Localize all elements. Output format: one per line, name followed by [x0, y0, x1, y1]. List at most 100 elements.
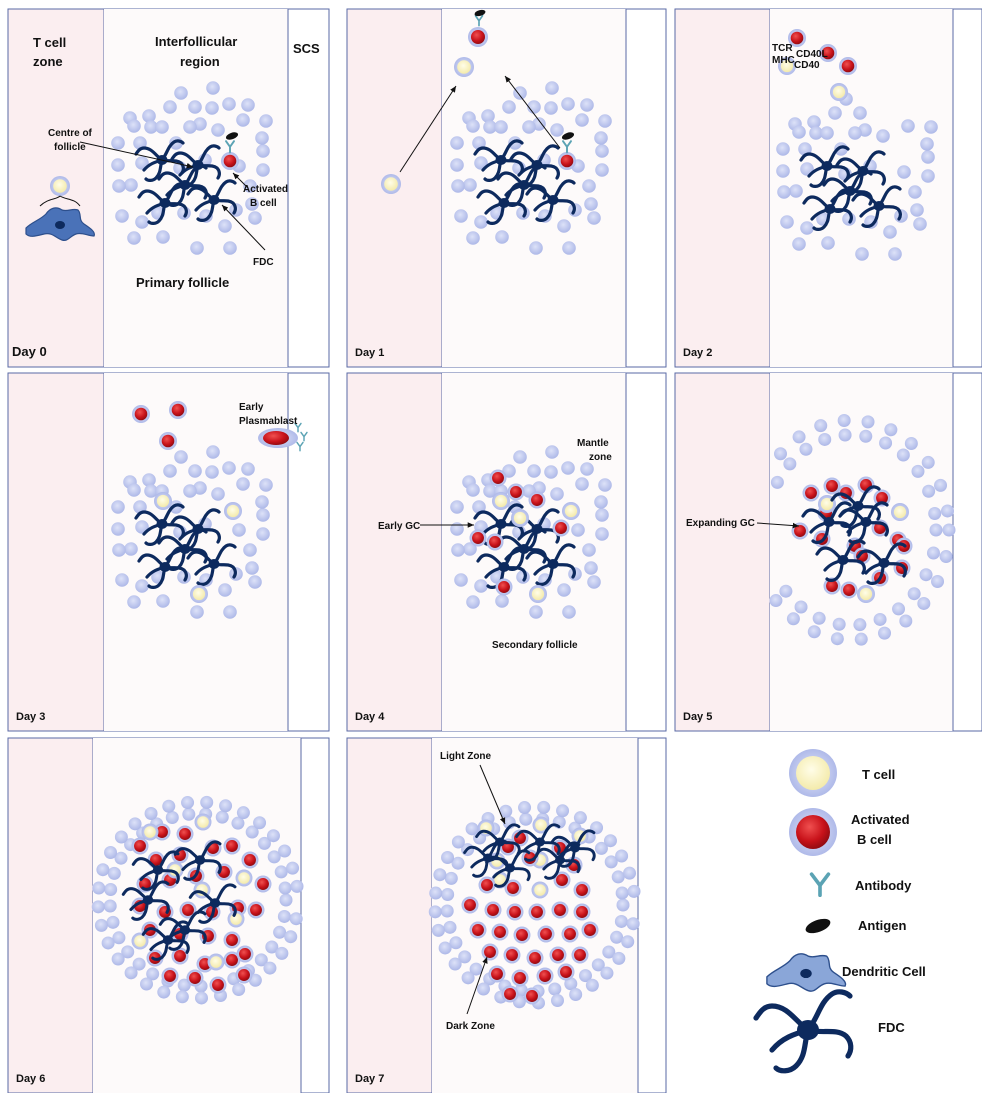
- activated-b-cell-core: [471, 30, 485, 44]
- fdc-arm: [486, 856, 509, 872]
- b-cell: [433, 868, 447, 882]
- fdc-arm: [499, 503, 524, 526]
- b-cell: [544, 101, 558, 115]
- t-cell-core: [197, 816, 209, 828]
- fdc-arm: [168, 928, 187, 951]
- fdc-arm: [856, 549, 886, 565]
- b-cell: [837, 414, 851, 428]
- activated-b-cell-core: [223, 154, 237, 168]
- activated-b-cell-core: [487, 904, 499, 916]
- b-cell: [474, 215, 488, 229]
- b-cell: [450, 500, 464, 514]
- activated-b-cell-core: [841, 59, 855, 73]
- early-plasmablast-core: [263, 431, 289, 445]
- fdc-cell: [851, 185, 902, 228]
- label-mantle-zone: zone: [589, 452, 612, 463]
- b-cell: [211, 487, 225, 501]
- b-cell: [142, 473, 156, 487]
- b-cell: [257, 836, 271, 850]
- b-cell: [92, 881, 106, 895]
- b-cell: [277, 909, 291, 923]
- b-cell: [557, 583, 571, 597]
- fdc-arm: [486, 201, 506, 225]
- b-cell: [941, 504, 955, 518]
- fdc-arm: [524, 840, 542, 862]
- b-cell: [800, 221, 814, 235]
- fdc-body: [518, 544, 530, 554]
- b-cell: [133, 500, 147, 514]
- antibody-icon: [225, 140, 235, 154]
- b-cell: [495, 230, 509, 244]
- b-cell: [575, 477, 589, 491]
- b-cell: [798, 142, 812, 156]
- b-cell: [780, 215, 794, 229]
- b-cell: [591, 958, 605, 972]
- t-cell-core: [820, 497, 834, 511]
- b-cell: [469, 962, 483, 976]
- b-cell: [91, 900, 105, 914]
- b-cell: [156, 230, 170, 244]
- antibody-shape: [562, 140, 572, 154]
- legend-fdc-icon: [753, 989, 854, 1074]
- b-cell: [219, 799, 233, 813]
- b-cell: [127, 483, 141, 497]
- fdc-arm: [499, 139, 524, 162]
- fdc-arm: [213, 883, 237, 905]
- b-cell: [483, 120, 497, 134]
- b-cell: [112, 931, 126, 945]
- interfollicular-region: [93, 738, 301, 1093]
- b-cell: [627, 884, 641, 898]
- b-cell: [878, 626, 892, 640]
- b-cell: [450, 158, 464, 172]
- b-cell: [556, 804, 570, 818]
- fdc-arm: [535, 198, 555, 222]
- b-cell: [920, 137, 934, 151]
- b-cell: [921, 150, 935, 164]
- fdc-arm: [183, 164, 208, 187]
- arrow-fdc: [221, 204, 266, 251]
- b-cell: [463, 542, 477, 556]
- fdc-cell: [170, 508, 221, 551]
- b-cell: [792, 430, 806, 444]
- antibody-shape: [296, 441, 304, 452]
- fdc-arm: [551, 562, 576, 579]
- fdc-arm: [212, 543, 237, 566]
- b-cell: [431, 923, 445, 937]
- b-cell: [807, 625, 821, 639]
- b-cell: [595, 527, 609, 541]
- fdc-arm: [473, 510, 503, 526]
- fdc-cell: [830, 485, 881, 528]
- fdc-arm: [473, 146, 503, 162]
- fdc-body: [570, 843, 580, 853]
- b-cell: [911, 464, 925, 478]
- activated-b-cell-core: [464, 899, 476, 911]
- fdc-arm: [856, 485, 881, 508]
- fdc-cell: [525, 179, 576, 222]
- t-cell-zone: [346, 372, 443, 732]
- b-cell: [584, 197, 598, 211]
- b-cell: [254, 953, 268, 967]
- day-label: Day 0: [12, 344, 47, 359]
- fdc-arm: [486, 839, 509, 860]
- b-cell: [205, 101, 219, 115]
- t-cell-core: [156, 494, 170, 508]
- activated-b-cell-core: [491, 968, 503, 980]
- activated-b-cell-core: [250, 904, 262, 916]
- b-cell: [466, 119, 480, 133]
- fdc-arm: [212, 179, 237, 202]
- b-cell: [114, 851, 128, 865]
- fdc-arm: [841, 539, 866, 562]
- fdc-arm: [183, 928, 207, 944]
- t-cell-core: [859, 587, 873, 601]
- label-secondary-follicle: Secondary follicle: [492, 640, 578, 651]
- activated-b-cell-core: [555, 522, 567, 534]
- fdc-arm: [538, 840, 561, 856]
- activated-b-cell-core: [189, 972, 201, 984]
- fdc-arm: [861, 150, 886, 173]
- fdc-arm: [158, 917, 187, 932]
- activated-b-cell-core: [179, 828, 191, 840]
- b-cell: [289, 912, 303, 926]
- fdc-arm: [851, 192, 881, 208]
- fdc-arm: [121, 887, 150, 902]
- fdc-arm: [173, 847, 202, 862]
